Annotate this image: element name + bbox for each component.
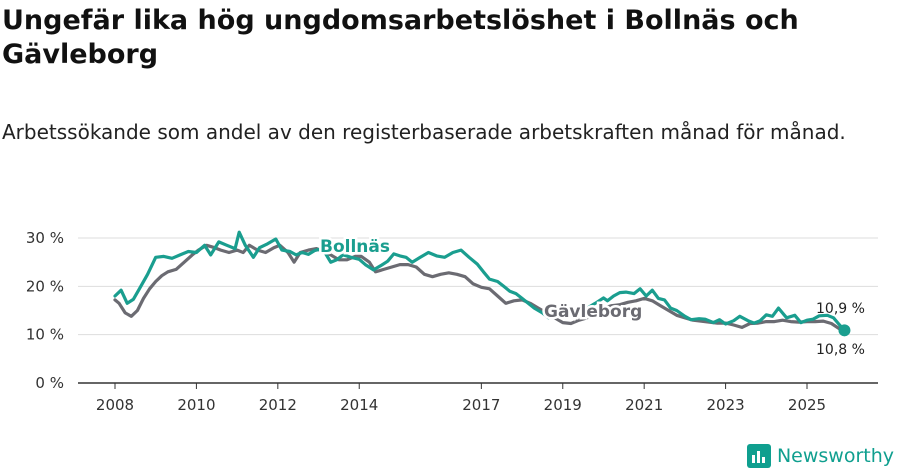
y-tick-label: 20 %: [26, 277, 64, 295]
series-lines: [113, 230, 847, 333]
chart-title: Ungefär lika hög ungdomsarbetslöshet i B…: [2, 5, 799, 70]
x-tick-label: 2019: [544, 396, 582, 414]
series-label-gavleborg: Gävleborg: [544, 302, 642, 322]
x-tick-label: 2017: [462, 396, 500, 414]
x-tick-label: 2010: [177, 396, 215, 414]
series-label-bollnas: Bollnäs: [320, 237, 390, 257]
chart-bars-icon: [746, 444, 771, 468]
x-tick-label: 2014: [340, 396, 378, 414]
series-line-bollnas: [113, 230, 847, 332]
end-value-bollnas: 10,9 %: [816, 301, 865, 317]
series-labels: Bollnäs Gävleborg 10,9 % 10,8 %: [318, 235, 865, 359]
y-tick-label: 10 %: [26, 326, 64, 344]
x-tick-label: 2008: [96, 396, 134, 414]
chart-subtitle: Arbetssökande som andel av den registerb…: [2, 120, 846, 144]
y-tick-label: 0 %: [35, 374, 64, 392]
x-tick-label: 2021: [625, 396, 663, 414]
x-tick-label: 2023: [706, 396, 744, 414]
line-chart: 0 % 10 % 20 % 30 % 2008 2010 2012 2014 2017 2019…: [26, 229, 878, 414]
y-axis-ticks: 0 % 10 % 20 % 30 %: [26, 229, 64, 392]
brand-name: Newsworthy: [776, 445, 894, 467]
end-point-bollnas: [838, 324, 851, 337]
brand-logo: Newsworthy: [746, 444, 894, 468]
x-tick-label: 2012: [259, 396, 297, 414]
end-value-gavleborg: 10,8 %: [816, 342, 865, 358]
y-tick-label: 30 %: [26, 229, 64, 247]
x-axis: 2008 2010 2012 2014 2017 2019 2021 2023 2025: [78, 382, 878, 414]
x-tick-label: 2025: [788, 396, 826, 414]
series-line-gavleborg: [113, 243, 847, 333]
